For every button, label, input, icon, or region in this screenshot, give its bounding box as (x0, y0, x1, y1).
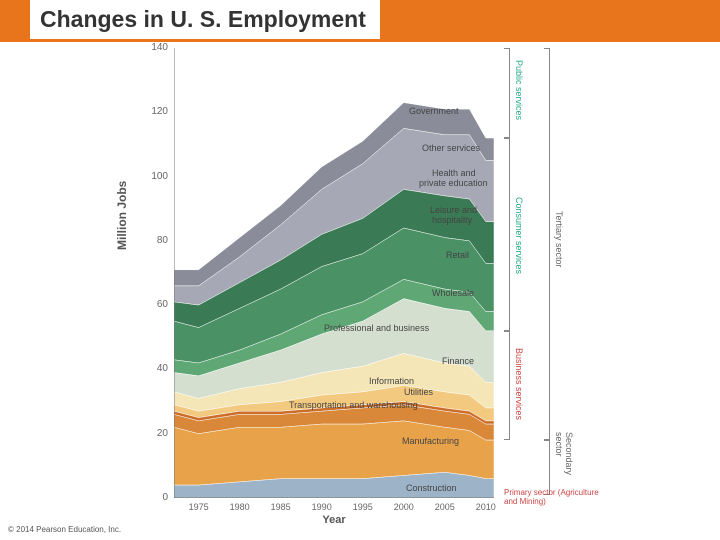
y-tick-label: 120 (138, 106, 168, 117)
bracket-outer (544, 440, 550, 495)
bracket-label: Public services (514, 60, 524, 120)
x-tick-label: 2000 (394, 502, 414, 512)
y-tick-label: 20 (138, 428, 168, 439)
y-tick-label: 0 (138, 492, 168, 503)
series-label: Leisure and (430, 205, 477, 215)
x-tick-label: 1985 (271, 502, 291, 512)
series-label: hospitality (432, 215, 472, 225)
series-label: Other services (422, 143, 480, 153)
series-label: Retail (446, 250, 469, 260)
series-label: Finance (442, 356, 474, 366)
series-label: Professional and business (324, 323, 429, 333)
area-chart: 0204060801001201401975198019851990199520… (174, 48, 494, 498)
series-label: Construction (406, 483, 457, 493)
series-label: Wholesale (432, 288, 474, 298)
header-bar: Changes in U. S. Employment (0, 0, 720, 42)
copyright-footer: © 2014 Pearson Education, Inc. (8, 525, 121, 534)
chart-container: 0204060801001201401975198019851990199520… (130, 48, 690, 518)
x-axis-label: Year (322, 514, 345, 526)
series-label: private education (419, 178, 488, 188)
x-tick-label: 1980 (230, 502, 250, 512)
bracket-inner (504, 331, 510, 440)
y-tick-label: 100 (138, 171, 168, 182)
series-label: Utilities (404, 387, 433, 397)
series-label: Transportation and warehousing (289, 400, 418, 410)
series-label: Information (369, 376, 414, 386)
bracket-label: Consumer services (514, 197, 524, 274)
bracket-label: Tertiary sector (554, 211, 564, 268)
y-tick-label: 140 (138, 42, 168, 53)
x-tick-label: 2005 (435, 502, 455, 512)
y-axis-label: Million Jobs (115, 181, 129, 250)
series-label: Manufacturing (402, 436, 459, 446)
bracket-label: Business services (514, 348, 524, 420)
bracket-label: Primary sector (Agriculture and Mining) (504, 488, 614, 506)
x-tick-label: 2010 (476, 502, 496, 512)
series-label: Health and (432, 168, 476, 178)
bracket-outer (544, 48, 550, 440)
bracket-inner (504, 138, 510, 331)
x-tick-label: 1990 (312, 502, 332, 512)
y-tick-label: 80 (138, 235, 168, 246)
bracket-inner (504, 48, 510, 138)
x-tick-label: 1995 (353, 502, 373, 512)
y-tick-label: 60 (138, 299, 168, 310)
x-tick-label: 1975 (189, 502, 209, 512)
title-box: Changes in U. S. Employment (30, 0, 380, 39)
y-tick-label: 40 (138, 363, 168, 374)
series-label: Government (409, 106, 459, 116)
page-title: Changes in U. S. Employment (40, 6, 366, 33)
